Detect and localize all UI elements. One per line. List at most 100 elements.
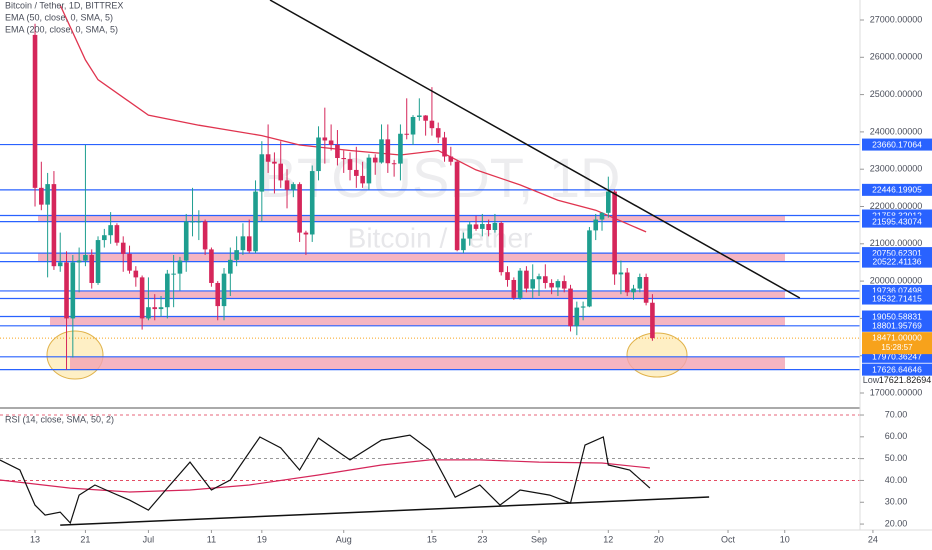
candle-body (114, 225, 120, 243)
candle-body (461, 238, 466, 251)
candle-body (234, 250, 239, 260)
candle-body (555, 281, 561, 288)
level-label: 19532.71415 (872, 293, 922, 303)
candle-body (372, 157, 378, 163)
candle-body (473, 224, 479, 229)
candle-body (524, 270, 529, 289)
candle-body (45, 184, 50, 205)
candle-body (76, 260, 82, 263)
level-label: 19736.07498 (872, 286, 922, 296)
candle-body (190, 221, 195, 223)
rsi-tick-label: 30.00 (885, 497, 908, 507)
candle-body (429, 120, 435, 129)
rsi-trendline (60, 496, 710, 526)
candle-body (335, 144, 340, 159)
candle-body (568, 288, 573, 327)
candle-body (549, 282, 554, 288)
level-label: 17970.36247 (872, 352, 922, 362)
candle-body (505, 272, 510, 280)
candle-body (89, 254, 95, 283)
candle-body (366, 157, 372, 184)
level-label-bg (862, 183, 932, 196)
level-label-bg (862, 247, 932, 260)
y-tick-label: 26000.00000 (870, 52, 923, 62)
candle-body (391, 163, 397, 165)
level-label-bg (862, 319, 932, 332)
countdown: 15:28:57 (881, 343, 913, 352)
trendline (269, 0, 801, 299)
candle-body (631, 288, 636, 293)
candle-body (574, 307, 580, 327)
y-tick-label: 23000.00000 (870, 164, 923, 174)
price-zone (50, 316, 785, 326)
candle-body (410, 116, 416, 135)
candle-body (102, 235, 107, 241)
candle-body (133, 270, 139, 278)
candle-body (385, 139, 391, 164)
price-axis (860, 0, 932, 550)
candle-body (341, 158, 347, 160)
candle-body (83, 254, 88, 261)
x-tick-label: Jul (143, 534, 155, 544)
candle-body (480, 224, 485, 229)
legend-entry: Bitcoin / Tether, 1D, BITTREX (5, 0, 123, 10)
candle-body (95, 240, 101, 283)
x-tick-label: 10 (780, 534, 790, 544)
candle-body (618, 272, 624, 275)
candle-body (423, 115, 428, 121)
candle-body (530, 279, 536, 289)
level-label: 21758.32012 (872, 210, 922, 220)
candle-body (316, 137, 321, 172)
candle-body (328, 140, 334, 145)
rsi-tick-label: 50.00 (885, 453, 908, 463)
level-label-bg (862, 292, 932, 305)
candle-body (454, 161, 460, 251)
candle-body (253, 191, 258, 252)
candle-body (228, 259, 233, 274)
candle-body (209, 249, 214, 283)
candle-body (165, 273, 170, 308)
x-tick-label: 15 (427, 534, 437, 544)
x-tick-label: 19 (257, 534, 267, 544)
x-tick-label: 11 (207, 534, 216, 544)
candle-body (221, 273, 227, 307)
y-tick-label: 22000.00000 (870, 201, 923, 211)
candle-body (643, 276, 649, 303)
candle-body (51, 184, 57, 267)
candle-body (593, 219, 599, 231)
rsi-legend: RSI (14, close, SMA, 50, 2) (5, 414, 114, 424)
level-label: 22446.19905 (872, 185, 922, 195)
candle-body (379, 139, 384, 163)
level-label-bg (862, 215, 932, 228)
y-tick-label: 24000.00000 (870, 126, 923, 136)
rsi-tick-label: 60.00 (885, 431, 908, 441)
level-label: 20750.62301 (872, 248, 922, 258)
candle-body (498, 222, 504, 273)
candle-body (240, 236, 246, 251)
candle-body (246, 236, 252, 252)
y-tick-label: 17000.00000 (870, 387, 923, 397)
candle-body (486, 224, 491, 230)
x-tick-label: 13 (30, 534, 40, 544)
candle-body (442, 137, 447, 157)
level-label-bg (862, 255, 932, 268)
level-label: 17626.64646 (872, 364, 922, 374)
candle-body (448, 156, 454, 162)
candle-body (39, 187, 44, 205)
y-tick-label: 21000.00000 (870, 238, 923, 248)
candle-body (511, 279, 517, 298)
candle-body (650, 302, 655, 339)
candle-body (152, 307, 158, 310)
candle-body (587, 230, 592, 307)
candle-body (177, 260, 183, 274)
candle-body (202, 221, 208, 250)
level-label-bg (862, 363, 932, 376)
candle-body (70, 262, 76, 319)
candle-body (278, 163, 284, 181)
price-zone (38, 253, 785, 262)
candle-body (120, 242, 126, 254)
candle-body (146, 307, 151, 319)
x-tick-label: 24 (868, 534, 878, 544)
